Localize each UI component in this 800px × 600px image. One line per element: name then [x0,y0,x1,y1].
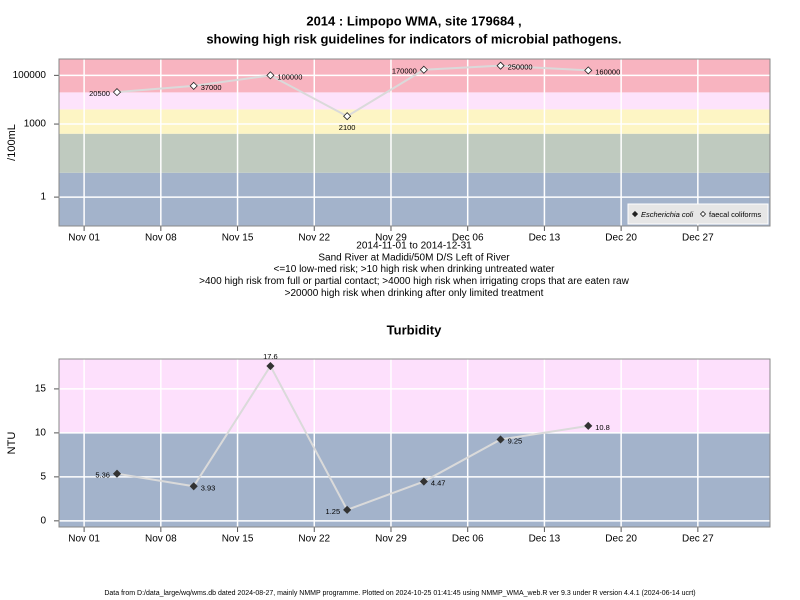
note: >20000 high risk when drinking after onl… [285,288,544,299]
legend-box [627,203,769,225]
data-point [343,112,352,121]
y-tick-label: 1000 [24,119,47,130]
data-point [112,88,122,97]
plot-frame [58,58,771,227]
x-tick-label: Nov 15 [222,233,254,244]
note: <=10 low-med risk; >10 high risk when dr… [274,264,556,275]
data-point [189,482,198,491]
data-point [266,71,275,80]
data-point [419,65,428,74]
value-label: 10.8 [595,423,610,432]
x-tick-label: Nov 29 [375,233,407,244]
y-tick-label: 0 [40,515,46,526]
note: 2014-11-01 to 2014-12-31 [356,241,472,252]
plot-frame [58,358,771,528]
risk-band [59,109,770,134]
x-tick-label: Dec 06 [452,233,484,244]
value-label: 5.36 [95,471,110,480]
y-tick-label: 100000 [13,70,47,81]
value-label: 2100 [339,123,356,132]
y-tick-label: 5 [40,472,46,483]
data-point [112,469,122,478]
y-tick-label: 10 [35,428,47,439]
value-label: 20500 [89,89,110,98]
y-axis-label: NTU [6,432,18,455]
value-label: 37000 [201,83,222,92]
note: >400 high risk from full or partial cont… [199,276,629,287]
data-point [343,505,352,514]
plot-area [59,359,770,527]
data-point [266,361,275,371]
x-tick-label: Dec 20 [605,233,637,244]
legend-marker [631,210,639,218]
risk-band [59,92,770,110]
chart-title: showing high risk guidelines for indicat… [206,31,621,46]
legend-label: faecal coliforms [709,210,761,219]
y-axis-label: /100mL [6,124,18,161]
y-tick-label: 1 [40,192,46,203]
x-tick-label: Nov 15 [222,534,254,545]
value-label: 3.93 [201,483,216,492]
note: Sand River at Madidi/50M D/S Left of Riv… [318,252,510,263]
plot-area [59,59,770,226]
footer: Data from D:/data_large/wq/wms.db dated … [104,590,695,597]
x-tick-label: Nov 22 [298,534,330,545]
value-label: 100000 [277,72,302,81]
data-point [496,435,505,444]
x-tick-label: Dec 13 [529,233,561,244]
data-point [496,61,505,70]
x-tick-label: Dec 13 [529,534,561,545]
x-tick-label: Nov 08 [145,233,177,244]
value-label: 17.6 [263,352,278,361]
risk-band [59,432,770,527]
x-tick-label: Dec 27 [682,534,714,545]
x-tick-label: Nov 08 [145,534,177,545]
legend-marker [699,210,707,218]
x-tick-label: Nov 01 [68,534,100,545]
risk-band [59,133,770,173]
data-point [419,477,428,486]
value-label: 9.25 [508,436,523,445]
chart-title: Turbidity [387,322,442,337]
y-tick-label: 15 [35,384,47,395]
legend-label: Escherichia coli [641,210,693,219]
x-tick-label: Nov 22 [298,233,330,244]
x-tick-label: Dec 20 [605,534,637,545]
value-label: 160000 [595,67,620,76]
x-tick-label: Nov 29 [375,534,407,545]
chart-title: 2014 : Limpopo WMA, site 179684 , [306,13,521,28]
data-point [584,421,593,430]
value-label: 170000 [392,67,417,76]
x-tick-label: Dec 27 [682,233,714,244]
value-label: 4.47 [431,479,446,488]
data-point [189,81,198,90]
value-label: 1.25 [326,507,341,516]
x-tick-label: Nov 01 [68,233,100,244]
data-point [584,66,593,75]
risk-band [59,359,770,433]
value-label: 250000 [508,63,533,72]
x-tick-label: Dec 06 [452,534,484,545]
